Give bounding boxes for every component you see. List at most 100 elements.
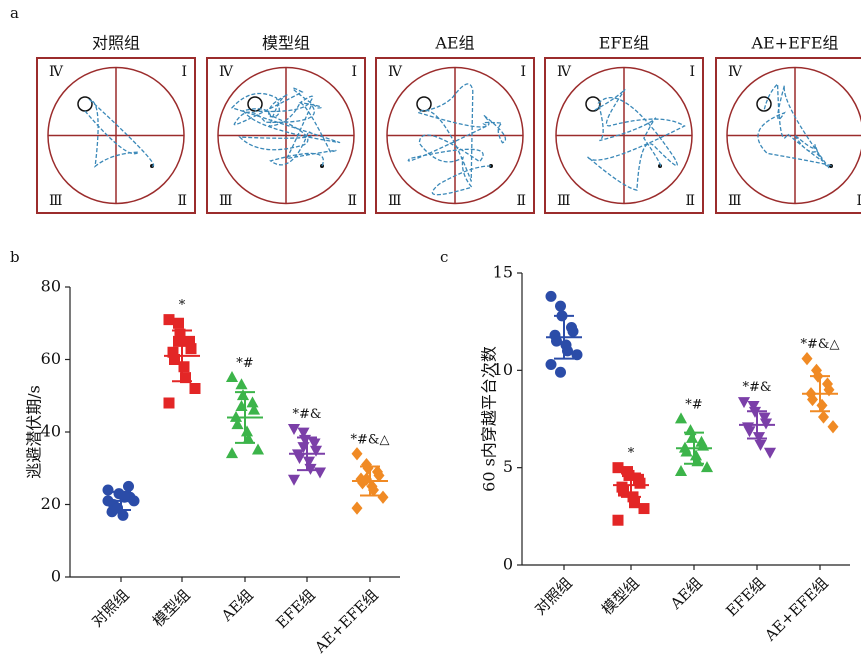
data-point [352, 447, 363, 460]
data-point [639, 503, 650, 514]
data-point [190, 383, 201, 394]
quadrant-label: Ⅱ [347, 193, 357, 209]
quadrant-label: Ⅲ [728, 193, 742, 209]
data-point [246, 396, 258, 407]
data-point [352, 502, 363, 515]
y-tick-label: 20 [41, 494, 61, 513]
quadrant-label: Ⅱ [685, 193, 695, 209]
data-point [230, 411, 242, 422]
quadrant-label: Ⅳ [49, 64, 64, 80]
platform [417, 97, 431, 111]
x-tick-label: EFE组 [722, 574, 768, 620]
group-title: 对照组 [92, 34, 140, 53]
x-tick-label: EFE组 [272, 586, 318, 632]
quadrant-label: Ⅰ [181, 64, 187, 80]
data-point [568, 326, 579, 337]
swim-path [408, 84, 505, 195]
quadrant-label: Ⅰ [351, 64, 357, 80]
data-point [164, 398, 175, 409]
data-point [179, 361, 190, 372]
data-point [288, 475, 300, 486]
y-tick-label: 40 [41, 422, 61, 441]
data-point [817, 399, 828, 412]
significance-label: * [179, 298, 186, 313]
data-point [310, 446, 322, 457]
data-point [743, 426, 755, 437]
x-tick-label: 对照组 [88, 586, 133, 631]
data-point [103, 485, 114, 496]
y-tick-label: 5 [503, 457, 513, 476]
data-point [675, 412, 687, 423]
data-point [252, 444, 264, 455]
quadrant-label: Ⅰ [520, 64, 526, 80]
data-point [226, 371, 238, 382]
group-title: AE组 [434, 34, 474, 53]
data-point [555, 301, 566, 312]
swim-path [85, 100, 154, 166]
x-tick-label: AE+EFE组 [310, 586, 381, 657]
data-point [754, 440, 766, 451]
quadrant-label: Ⅱ [856, 193, 861, 209]
data-point [618, 486, 629, 497]
data-point [675, 465, 687, 476]
data-point [629, 497, 640, 508]
data-point [624, 470, 635, 481]
x-tick-label: 模型组 [598, 574, 643, 619]
data-point [288, 424, 300, 435]
group-title: AE+EFE组 [750, 34, 838, 53]
data-point [173, 318, 184, 329]
data-point [738, 397, 750, 408]
data-point [546, 359, 557, 370]
y-tick-label: 60 [41, 349, 61, 368]
quadrant-label: Ⅳ [388, 64, 403, 80]
data-point [378, 491, 389, 504]
quadrant-label: Ⅳ [728, 64, 743, 80]
y-tick-label: 0 [51, 567, 61, 586]
x-tick-label: AE组 [217, 586, 256, 625]
significance-label: *#&△ [801, 337, 840, 352]
data-point [241, 425, 253, 436]
data-point [749, 407, 761, 418]
platform [78, 97, 92, 111]
data-point [613, 462, 624, 473]
data-point [802, 352, 813, 365]
quadrant-label: Ⅱ [177, 193, 187, 209]
y-tick-label: 15 [493, 263, 513, 282]
x-tick-label: 对照组 [531, 574, 576, 619]
panel-label: a [10, 4, 19, 22]
data-point [818, 410, 829, 423]
data-point [237, 389, 249, 400]
significance-label: *# [685, 398, 702, 413]
data-point [635, 478, 646, 489]
figure: a 对照组ⅣⅠⅢⅡ模型组ⅣⅠⅢⅡAE组ⅣⅠⅢⅡEFE组ⅣⅠⅢⅡAE+EFE组ⅣⅠ… [0, 0, 861, 657]
data-point [546, 291, 557, 302]
data-point [613, 515, 624, 526]
significance-label: *#&△ [351, 432, 390, 447]
data-point [226, 447, 238, 458]
data-point [186, 343, 197, 354]
data-point [828, 420, 839, 433]
quadrant-label: Ⅲ [49, 193, 63, 209]
x-tick-label: AE+EFE组 [760, 574, 831, 645]
data-point [123, 481, 134, 492]
significance-label: *# [236, 356, 253, 371]
data-point [235, 378, 247, 389]
quadrant-label: Ⅲ [557, 193, 571, 209]
significance-label: *#& [743, 380, 772, 395]
significance-label: *#& [293, 407, 322, 422]
data-point [701, 461, 713, 472]
quadrant-label: Ⅲ [219, 193, 233, 209]
quadrant-label: Ⅳ [557, 64, 572, 80]
x-tick-label: 模型组 [149, 586, 194, 631]
significance-label: * [628, 446, 635, 461]
data-point [164, 314, 175, 325]
quadrant-label: Ⅰ [689, 64, 695, 80]
x-tick-label: AE组 [666, 574, 705, 613]
platform [586, 97, 600, 111]
quadrant-label: Ⅳ [219, 64, 234, 80]
panel-label: b [10, 248, 20, 266]
group-title: EFE组 [599, 34, 649, 53]
quadrant-label: Ⅲ [388, 193, 402, 209]
quadrant-label: Ⅱ [516, 193, 526, 209]
panel-label: c [440, 248, 448, 266]
